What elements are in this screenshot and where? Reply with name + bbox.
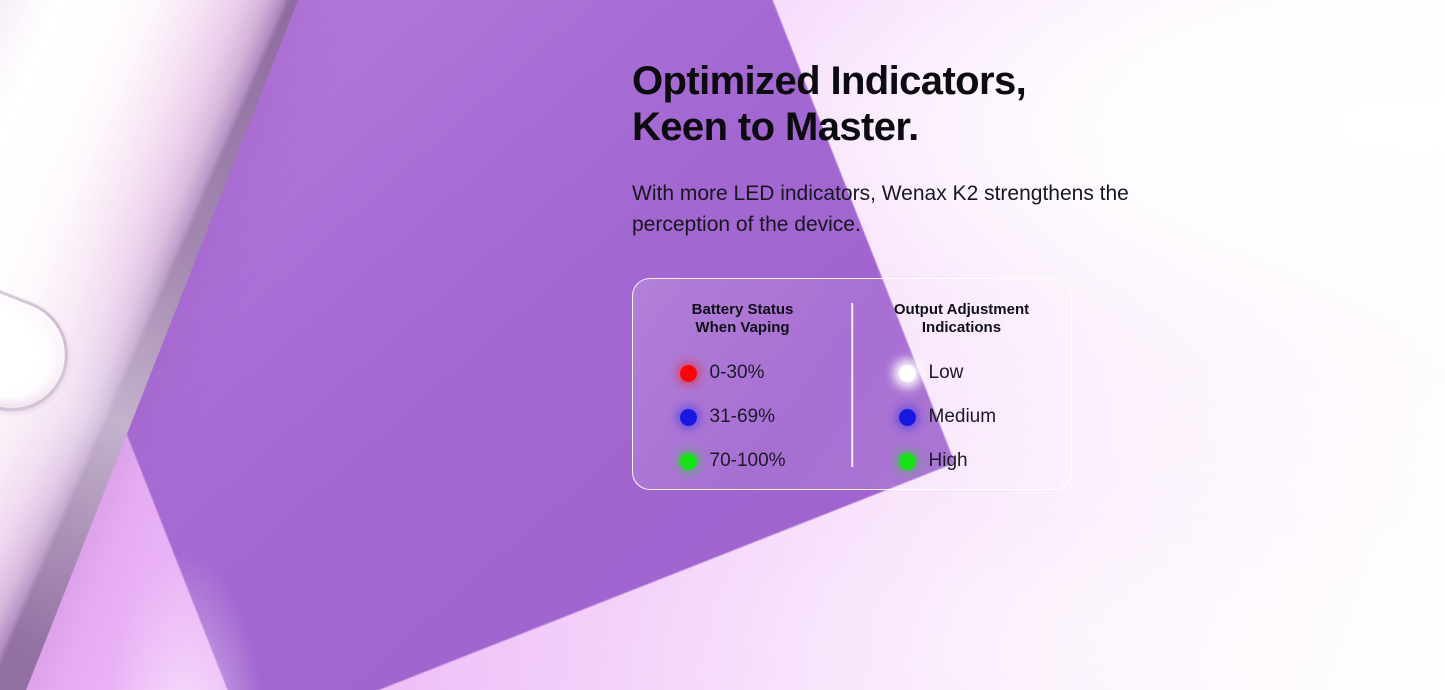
led-dot-blue-icon [679,408,697,426]
output-adjustment-column: Output Adjustment Indications Low Medium… [852,279,1071,489]
list-item-label: 31-69% [709,406,776,427]
list-item: 31-69% [679,395,806,439]
output-adjustment-list: Low Medium High [898,351,1025,483]
led-dot-red-icon [679,364,697,382]
list-item: 70-100% [679,439,806,483]
battery-status-list: 0-30% 31-69% 70-100% [679,351,806,483]
banner-content: Optimized Indicators, Keen to Master. Wi… [632,0,1292,690]
led-dot-white-icon [898,364,916,382]
list-item: Low [898,351,1025,395]
list-item: High [898,439,1025,483]
page-title: Optimized Indicators, Keen to Master. [632,59,1027,149]
device-body [0,0,376,690]
device-image [0,0,700,690]
list-item-label: 70-100% [709,450,786,471]
led-dot-green-icon [679,452,697,470]
battery-status-title: Battery Status When Vaping [691,301,794,336]
battery-status-column: Battery Status When Vaping 0-30% 31-69% … [633,279,852,489]
page-subtitle: With more LED indicators, Wenax K2 stren… [632,182,1129,236]
list-item: 0-30% [679,351,806,395]
output-adjustment-title: Output Adjustment Indications [893,301,1030,336]
list-item-label: 0-30% [709,362,765,383]
card-column-divider [851,303,853,467]
led-dot-blue-icon [898,408,916,426]
list-item-label: Low [928,362,964,383]
list-item: Medium [898,395,1025,439]
led-legend-card: Battery Status When Vaping 0-30% 31-69% … [632,278,1072,490]
list-item-label: Medium [928,406,997,427]
list-item-label: High [928,450,968,471]
led-dot-green-icon [898,452,916,470]
